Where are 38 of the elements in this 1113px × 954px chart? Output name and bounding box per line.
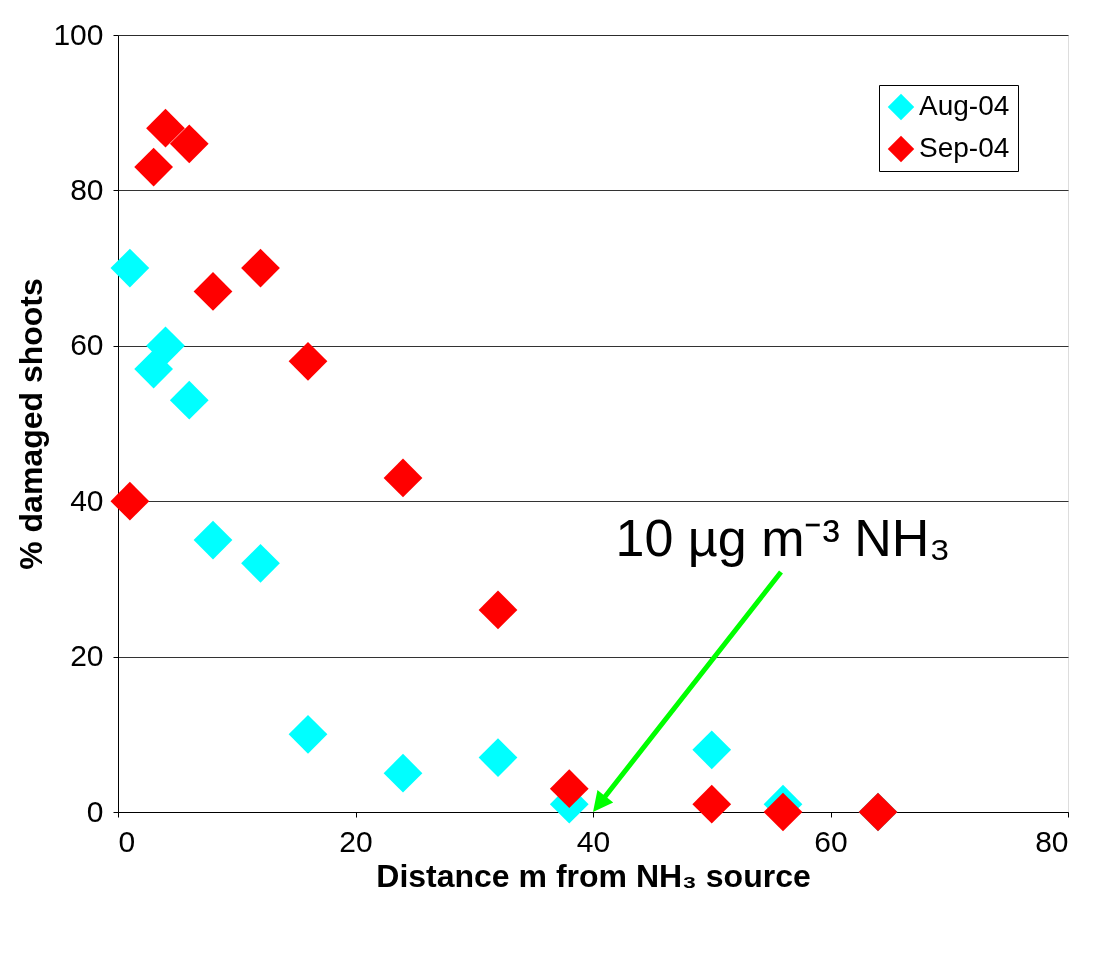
x-tick-label: 20 (339, 824, 373, 858)
y-tick-label: 20 (70, 639, 104, 673)
point (146, 108, 185, 148)
point (169, 380, 209, 420)
point (134, 147, 173, 187)
y-axis-title: % damaged shoots (13, 278, 50, 570)
point (169, 124, 209, 164)
y-tick-label: 80 (70, 172, 104, 206)
y-tick-label: 0 (86, 794, 104, 828)
point (146, 326, 185, 366)
point (692, 784, 732, 824)
point (241, 248, 280, 288)
x-tick-label: 60 (814, 824, 848, 858)
y-tick-label: 60 (70, 328, 104, 362)
point (383, 458, 423, 498)
point (478, 738, 518, 777)
point (763, 792, 803, 832)
point (241, 543, 280, 583)
y-tick-label: 100 (53, 17, 104, 51)
point (288, 714, 328, 754)
point (110, 481, 150, 521)
point (134, 349, 173, 389)
point (383, 753, 423, 793)
x-tick-label: 0 (118, 824, 136, 858)
point (193, 272, 233, 311)
point (549, 769, 589, 809)
x-axis-title: Distance m from NH₃ source (376, 857, 811, 894)
x-tick-label: 80 (1035, 824, 1069, 858)
point (193, 520, 233, 560)
point (692, 730, 732, 770)
legend-label: Aug-04 (919, 90, 1010, 121)
point (478, 590, 518, 630)
annotation: 10 µg m⁻³ NH₃ (615, 509, 951, 567)
point (288, 341, 328, 381)
point (110, 248, 150, 288)
x-tick-label: 40 (576, 824, 611, 858)
y-tick-label: 40 (70, 483, 104, 517)
legend-label: Sep-04 (919, 132, 1010, 163)
